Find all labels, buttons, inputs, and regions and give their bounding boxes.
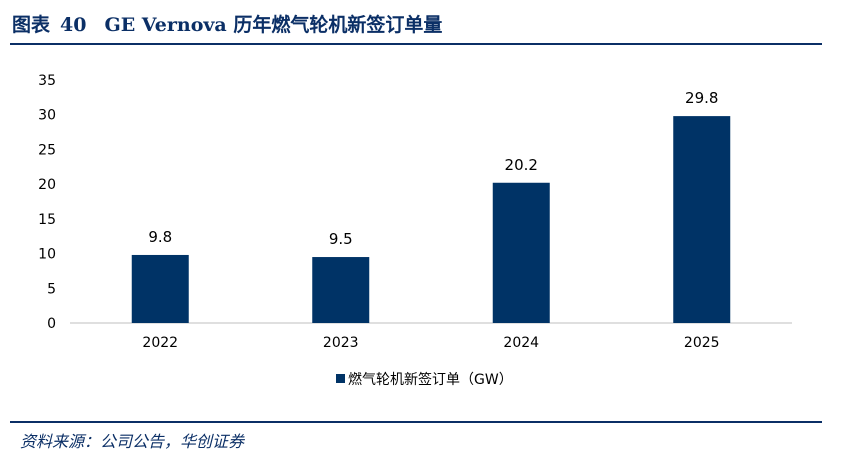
y-tick-label: 30 — [38, 108, 56, 124]
y-tick-label: 5 — [47, 281, 56, 297]
figure-number: 40 — [60, 14, 87, 36]
figure-label: 图表 — [12, 14, 51, 36]
bar — [312, 257, 370, 323]
y-tick-label: 10 — [38, 247, 56, 263]
source-note: 资料来源：公司公告，华创证券 — [20, 432, 245, 451]
figure-title-text: GE Vernova 历年燃气轮机新签订单量 — [104, 14, 443, 36]
x-tick-label: 2022 — [142, 335, 178, 351]
y-tick-label: 0 — [47, 316, 56, 332]
legend-label: 燃气轮机新签订单（GW） — [348, 371, 513, 388]
data-label: 9.8 — [148, 228, 172, 246]
y-tick-label: 20 — [38, 177, 56, 193]
y-tick-label: 25 — [38, 142, 56, 158]
data-label: 9.5 — [329, 230, 353, 248]
bar — [492, 182, 550, 323]
y-tick-label: 35 — [38, 73, 56, 89]
x-tick-label: 2025 — [684, 335, 720, 351]
y-tick-label: 15 — [38, 212, 56, 228]
data-label: 29.8 — [685, 89, 718, 107]
footer-divider — [10, 421, 822, 423]
x-tick-label: 2024 — [503, 335, 539, 351]
bar — [131, 254, 189, 323]
legend-swatch — [336, 374, 345, 383]
data-label: 20.2 — [505, 156, 538, 174]
title-divider — [10, 43, 822, 45]
bar — [673, 116, 731, 323]
x-tick-label: 2023 — [323, 335, 359, 351]
figure-title: 图表 40 GE Vernova 历年燃气轮机新签订单量 — [12, 10, 442, 37]
